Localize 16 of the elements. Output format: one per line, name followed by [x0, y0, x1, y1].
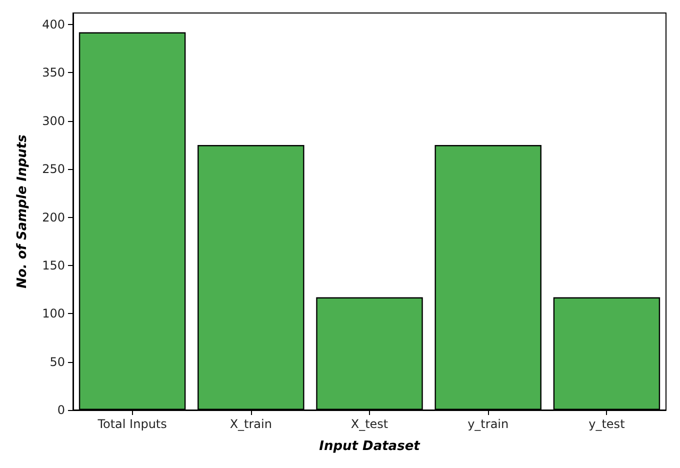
- y-axis-title: No. of Sample Inputs: [15, 134, 30, 288]
- x-tick-label: y_test: [588, 417, 626, 431]
- y-tick-label: 0: [57, 403, 65, 417]
- y-tick-label: 100: [42, 306, 65, 321]
- x-axis-title: Input Dataset: [319, 439, 421, 454]
- x-tick-label: y_train: [468, 417, 509, 431]
- y-tick-label: 50: [50, 354, 65, 369]
- y-tick-label: 300: [42, 114, 65, 128]
- x-tick-label: X_test: [350, 417, 388, 431]
- x-tick-label: X_train: [230, 417, 272, 431]
- y-tick-label: 150: [42, 258, 65, 272]
- y-tick-label: 250: [42, 162, 65, 176]
- y-tick-label: 350: [42, 66, 65, 80]
- x-tick-label: Total Inputs: [96, 417, 167, 431]
- y-tick-label: 200: [42, 210, 65, 224]
- y-tick-label: 400: [42, 18, 65, 32]
